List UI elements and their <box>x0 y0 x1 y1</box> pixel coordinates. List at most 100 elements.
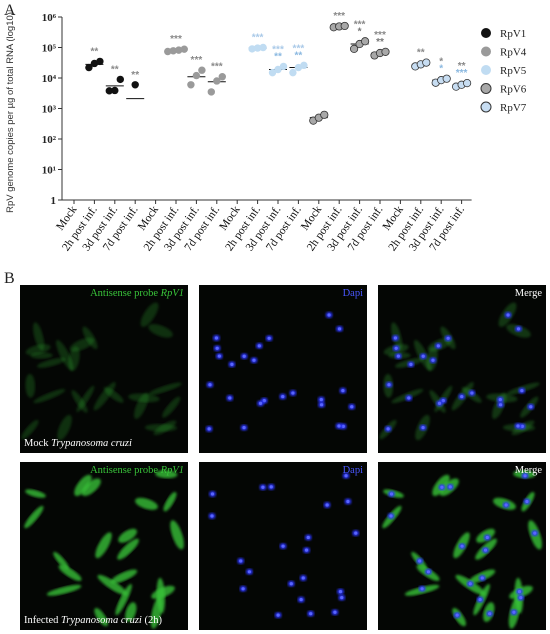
significance-label: *** <box>354 19 366 30</box>
nucleus-core <box>498 397 502 402</box>
significance-label: * <box>439 64 443 75</box>
nucleus-core <box>389 492 394 496</box>
data-point <box>175 46 183 54</box>
cell <box>148 324 173 338</box>
nucleus-core <box>301 576 305 580</box>
cell <box>110 569 138 584</box>
significance-label: *** <box>191 55 203 66</box>
nucleus-core <box>440 485 444 489</box>
legend-label: RpV1 <box>500 28 526 40</box>
data-point <box>259 43 267 52</box>
nucleus-core <box>520 424 524 429</box>
nucleus-core <box>258 401 263 406</box>
nucleus-core <box>460 394 464 399</box>
panel-b-letter: B <box>4 270 15 287</box>
cell <box>69 337 95 352</box>
nucleus-core <box>228 396 232 400</box>
nucleus-core <box>455 613 459 617</box>
y-tick-label: 10⁵ <box>42 43 57 55</box>
cell <box>21 420 39 440</box>
nucleus-core <box>506 313 510 317</box>
data-point <box>462 79 472 88</box>
legend-marker <box>480 83 492 94</box>
nucleus-core <box>341 388 345 393</box>
nucleus-core <box>478 597 482 602</box>
significance-label: ** <box>458 61 466 72</box>
nucleus-core <box>344 474 348 478</box>
nucleus-core <box>304 548 309 552</box>
data-point <box>218 73 226 81</box>
nucleus-core <box>488 612 492 616</box>
y-tick-label: 10⁴ <box>42 73 57 85</box>
legend-label: RpV5 <box>500 65 527 77</box>
nucleus-core <box>421 426 425 430</box>
cell <box>155 470 178 479</box>
legend-marker <box>481 28 491 38</box>
nucleus-core <box>319 397 323 402</box>
data-point <box>320 110 329 119</box>
nucleus-core <box>523 474 527 478</box>
nucleus-core <box>269 485 273 489</box>
y-tick-label: 10² <box>42 134 57 146</box>
nucleus-core <box>276 613 280 617</box>
cell <box>140 302 159 327</box>
nucleus-core <box>512 610 516 614</box>
cell <box>46 584 82 596</box>
micrograph <box>21 302 182 441</box>
data-point <box>274 65 282 74</box>
cell <box>151 585 175 599</box>
cell <box>25 373 36 398</box>
nucleus-core <box>354 531 358 535</box>
nucleus-core <box>525 499 529 504</box>
nucleus-core <box>483 548 488 552</box>
data-point <box>279 62 288 71</box>
nucleus-core <box>346 499 350 504</box>
nucleus-core <box>281 544 285 548</box>
nucleus-core <box>281 394 285 399</box>
significance-label: ** <box>131 70 139 81</box>
nucleus-core <box>446 336 450 340</box>
nucleus-core <box>529 405 533 409</box>
nucleus-core <box>210 514 214 518</box>
data-point <box>213 77 221 85</box>
data-point <box>131 81 139 89</box>
nucleus-core <box>267 336 271 340</box>
nucleus-core <box>396 354 400 358</box>
cell <box>135 497 158 510</box>
nucleus-core <box>387 383 391 387</box>
nucleus-core <box>217 354 221 358</box>
data-point <box>111 86 119 95</box>
nucleus-core <box>420 587 424 591</box>
nucleus-core <box>338 590 343 594</box>
nucleus-core <box>340 596 344 600</box>
data-point <box>268 68 277 77</box>
y-tick-label: 10³ <box>42 104 57 116</box>
nucleus-core <box>436 344 440 348</box>
nucleus-core <box>386 427 390 431</box>
data-point <box>192 71 201 80</box>
nucleus-core <box>333 610 337 614</box>
condition-label: Mock Trypanosoma cruzi <box>24 438 132 449</box>
mock-probe-image: Antisense probe RpV1 Mock Trypanosoma cr… <box>20 285 188 453</box>
cell <box>25 489 46 498</box>
nucleus-core <box>431 358 435 362</box>
micrograph <box>24 470 184 629</box>
data-point <box>289 68 297 77</box>
nucleus-core <box>485 535 489 540</box>
data-point <box>105 87 114 95</box>
cell <box>128 393 160 403</box>
dapi-label: Dapi <box>342 288 363 299</box>
nucleus-core <box>504 503 508 507</box>
nucleus-core <box>533 531 537 535</box>
data-point <box>248 45 256 53</box>
nucleus-core <box>337 424 341 428</box>
nucleus-core <box>319 403 324 407</box>
cell <box>163 491 177 512</box>
legend-marker <box>480 101 492 113</box>
nucleus-core <box>215 346 219 350</box>
cell <box>162 396 181 418</box>
nucleus-core <box>519 596 523 600</box>
significance-label: ** <box>91 46 99 57</box>
nucleus-core <box>257 344 261 348</box>
nucleus-core <box>409 362 413 366</box>
